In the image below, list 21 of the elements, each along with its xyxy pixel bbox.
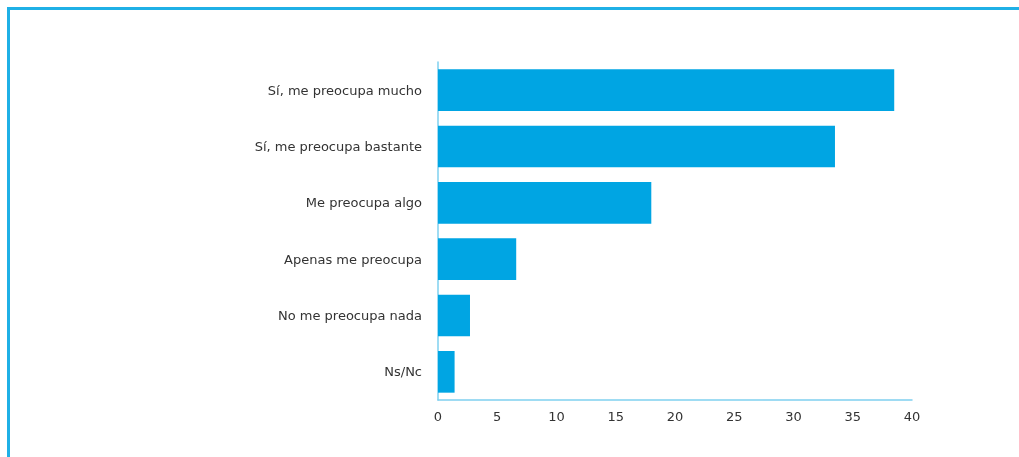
y-tick-label: No me preocupa nada [277,308,422,323]
x-tick-label: 15 [607,409,625,424]
bar [438,69,895,112]
bar [438,125,835,168]
y-tick-label: Ns/Nc [384,364,422,380]
bar [438,350,455,393]
y-tick-label: Apenas me preocupa [284,251,422,267]
x-tick-label: 25 [725,409,743,424]
bar [438,181,652,224]
x-tick-label: 10 [548,409,565,424]
x-tick-label: 20 [666,409,684,424]
bar [438,294,470,337]
y-tick-label: Me preocupa algo [305,195,423,211]
bar [438,238,517,281]
y-tick-label: Sí, me preocupa bastante [254,139,422,154]
x-tick-label: 0 [433,409,443,424]
x-tick-label: 30 [785,409,802,424]
y-tick-label: Sí, me preocupa mucho [267,82,423,98]
x-tick-label: 5 [493,409,502,424]
x-tick-label: 35 [844,409,862,424]
x-tick-label: 40 [903,409,921,424]
